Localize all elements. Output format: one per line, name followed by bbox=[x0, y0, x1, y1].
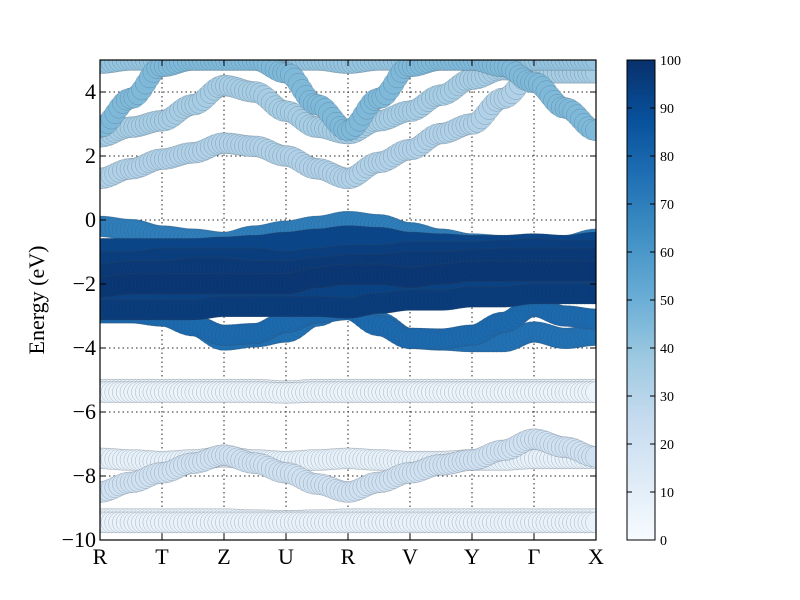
colorbar-tick-label: 30 bbox=[660, 390, 674, 405]
y-axis-ticks: −10 −8 −6 −4 −2 0 2 4 bbox=[62, 79, 596, 552]
colorbar-ticks: 0 10 20 30 40 50 60 70 80 90 100 bbox=[627, 54, 681, 549]
colorbar-tick-label: 80 bbox=[660, 150, 674, 165]
y-tick-label: 4 bbox=[85, 79, 96, 104]
y-tick-label: −4 bbox=[73, 335, 96, 360]
band-point bbox=[585, 381, 596, 403]
band-3 bbox=[100, 428, 596, 503]
band-point bbox=[585, 282, 596, 305]
colorbar-tick-label: 90 bbox=[660, 102, 674, 117]
y-tick-label: −6 bbox=[73, 399, 96, 424]
band-point bbox=[585, 60, 596, 71]
x-tick-label: U bbox=[278, 544, 294, 569]
colorbar-tick-label: 60 bbox=[660, 246, 674, 261]
band-point bbox=[585, 260, 596, 282]
band-9 bbox=[100, 282, 596, 321]
y-tick-label: 0 bbox=[85, 207, 96, 232]
y-axis-label: Energy (eV) bbox=[24, 246, 49, 355]
colorbar-tick-label: 10 bbox=[660, 486, 674, 501]
colorbar: 0 10 20 30 40 50 60 70 80 90 100 bbox=[626, 54, 681, 549]
x-tick-label: Z bbox=[217, 544, 230, 569]
band-point bbox=[585, 119, 596, 142]
colorbar-tick-label: 70 bbox=[660, 198, 674, 213]
x-tick-label: Y bbox=[464, 544, 480, 569]
x-tick-label: T bbox=[155, 544, 169, 569]
band-point bbox=[585, 324, 596, 346]
x-tick-label: Γ bbox=[528, 544, 541, 569]
y-tick-label: −2 bbox=[73, 271, 96, 296]
bands bbox=[100, 60, 596, 534]
band-6 bbox=[100, 381, 596, 404]
x-tick-label: V bbox=[402, 544, 418, 569]
band-point bbox=[585, 446, 596, 468]
band-2 bbox=[100, 511, 596, 534]
band-11 bbox=[100, 260, 596, 298]
colorbar-tick-label: 100 bbox=[660, 54, 681, 69]
band-point bbox=[585, 511, 596, 534]
colorbar-tick-label: 50 bbox=[660, 294, 674, 309]
band-point bbox=[585, 308, 596, 330]
x-tick-label: R bbox=[341, 544, 356, 569]
colorbar-tick-label: 40 bbox=[660, 342, 674, 357]
y-tick-label: 2 bbox=[85, 143, 96, 168]
y-tick-label: −8 bbox=[73, 463, 96, 488]
band-18 bbox=[100, 60, 596, 142]
colorbar-tick-label: 0 bbox=[660, 534, 667, 549]
colorbar-tick-label: 20 bbox=[660, 438, 674, 453]
y-tick-label: −10 bbox=[62, 527, 96, 552]
x-tick-label: X bbox=[588, 544, 604, 569]
x-tick-label: R bbox=[93, 544, 108, 569]
